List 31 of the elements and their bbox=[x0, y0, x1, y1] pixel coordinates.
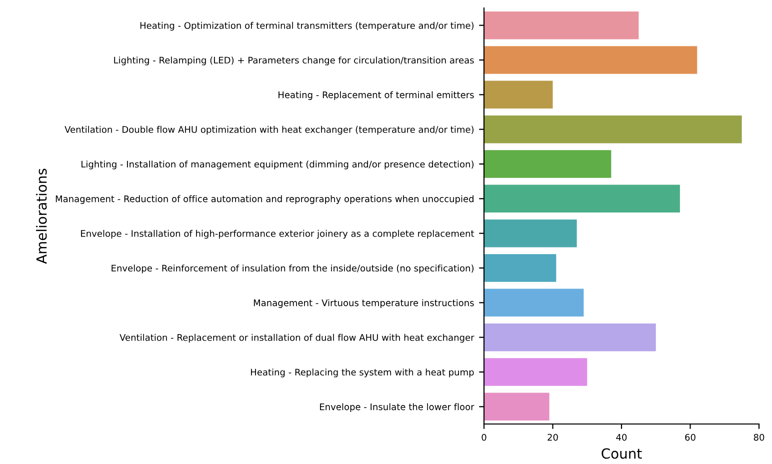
y-tick-label: Ventilation - Double flow AHU optimization with heat exchanger (temperature and/or time) bbox=[64, 126, 474, 135]
bar bbox=[484, 80, 553, 109]
x-tick-label: 60 bbox=[685, 434, 696, 441]
bar bbox=[484, 115, 742, 144]
y-tick-label: Envelope - Insulate the lower floor bbox=[320, 403, 474, 412]
bar bbox=[484, 288, 584, 317]
x-tick-label: 40 bbox=[616, 434, 627, 441]
bar bbox=[484, 46, 698, 74]
x-tick-label: 0 bbox=[482, 434, 486, 441]
y-tick-label: Envelope - Installation of high-performance exterior joinery as a complete replacement bbox=[81, 230, 474, 239]
y-tick-label: Lighting - Installation of management equipment (dimming and/or presence detection) bbox=[82, 160, 474, 170]
x-tick-label: 80 bbox=[754, 434, 764, 441]
bar bbox=[484, 150, 612, 178]
y-tick-label: Heating - Optimization of terminal transmitters (temperature and/or time) bbox=[140, 22, 474, 31]
x-axis-title: Count bbox=[602, 448, 642, 459]
y-tick-label: Ventilation - Replacement or installation of dual flow AHU with heat exchanger bbox=[120, 334, 474, 343]
y-tick-label: Lighting - Relamping (LED) + Parameters change for circulation/transition areas bbox=[114, 56, 474, 66]
bar bbox=[484, 358, 588, 386]
y-axis-title: Ameliorations bbox=[36, 168, 47, 264]
bar bbox=[484, 323, 656, 352]
x-tick-label: 20 bbox=[548, 434, 558, 441]
y-tick-label: Envelope - Reinforcement of insulation from the inside/outside (no specification) bbox=[112, 264, 474, 274]
bar bbox=[484, 184, 680, 213]
bar bbox=[484, 392, 550, 421]
y-tick-label: Heating - Replacing the system with a heat pump bbox=[251, 368, 474, 378]
y-tick-label: Management - Virtuous temperature instructions bbox=[254, 299, 474, 308]
bar bbox=[484, 219, 577, 248]
y-tick-label: Management - Reduction of office automation and reprography operations when unoccupied bbox=[56, 195, 474, 204]
bar bbox=[484, 11, 639, 40]
y-tick-label: Heating - Replacement of terminal emitters bbox=[278, 91, 474, 100]
bar bbox=[484, 254, 556, 282]
